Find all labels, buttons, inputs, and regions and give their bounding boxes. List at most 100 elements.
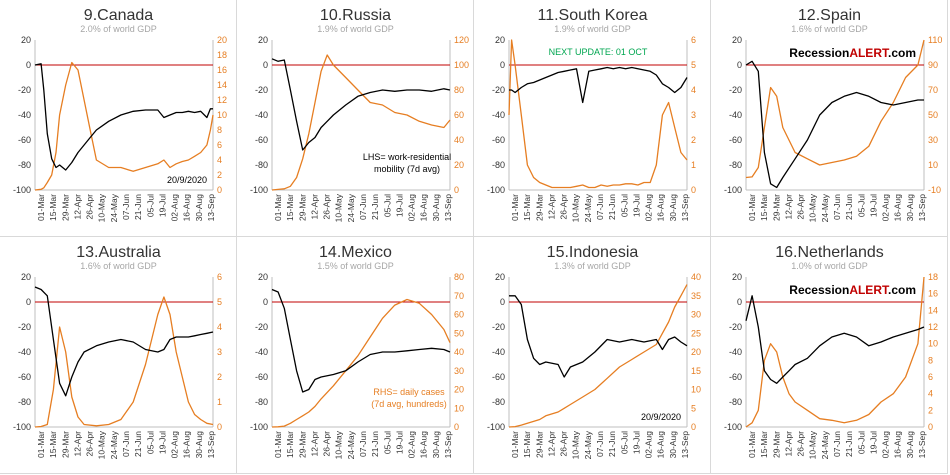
y-left-tick: -20 <box>18 322 31 332</box>
x-tick: 13-Sep <box>917 431 927 459</box>
y-left-tick: 20 <box>258 35 268 45</box>
chart-subtitle: 1.0% of world GDP <box>791 261 868 271</box>
x-tick: 29-Mar <box>297 431 307 458</box>
x-tick: 24-May <box>109 430 119 459</box>
y-left-tick: -40 <box>729 110 742 120</box>
x-tick: 05-Jul <box>619 194 629 217</box>
y-right-tick: 14 <box>217 80 227 90</box>
y-right-tick: 4 <box>691 85 696 95</box>
y-right-tick: 25 <box>691 328 701 338</box>
lhs-series-line <box>34 286 214 397</box>
y-right-tick: 80 <box>454 85 464 95</box>
y-right-tick: 90 <box>928 60 938 70</box>
x-tick: 16-Aug <box>656 194 666 222</box>
x-tick: 12-Apr <box>546 431 556 457</box>
x-tick: 21-Jun <box>844 431 854 457</box>
x-tick: 07-Jun <box>595 431 605 457</box>
y-right-tick: 5 <box>691 403 696 413</box>
chart-annotation: LHS= work-residential <box>363 152 451 162</box>
x-tick: 26-Apr <box>559 194 569 220</box>
y-right-tick: 6 <box>217 272 222 282</box>
x-tick: 01-Mar <box>36 194 46 221</box>
y-left-tick: -100 <box>250 422 268 432</box>
x-tick: 02-Aug <box>644 194 654 222</box>
x-tick: 10-May <box>571 193 581 222</box>
x-tick: 16-Aug <box>182 194 192 222</box>
x-tick: 16-Aug <box>656 431 666 459</box>
x-tick: 10-May <box>334 430 344 459</box>
rhs-series-line <box>271 54 451 191</box>
y-right-tick: 0 <box>928 422 933 432</box>
chart-title: 9.Canada <box>84 7 153 24</box>
y-right-tick: 0 <box>217 185 222 195</box>
y-left-tick: 20 <box>732 272 742 282</box>
x-tick: 30-Aug <box>905 194 915 222</box>
x-tick: 15-Mar <box>48 431 58 458</box>
y-left-tick: 20 <box>258 272 268 282</box>
y-left-tick: 0 <box>263 297 268 307</box>
x-tick: 01-Mar <box>747 431 757 458</box>
y-right-tick: 18 <box>928 272 938 282</box>
x-tick: 10-May <box>97 430 107 459</box>
y-left-tick: 20 <box>21 272 31 282</box>
chart-title: 10.Russia <box>320 7 391 24</box>
x-tick: 01-Mar <box>273 431 283 458</box>
x-tick: 26-Apr <box>559 431 569 457</box>
y-left-tick: -100 <box>13 185 31 195</box>
y-right-tick: 100 <box>454 60 469 70</box>
lhs-series-line <box>271 288 451 393</box>
x-tick: 05-Jul <box>145 431 155 454</box>
y-right-tick: 6 <box>691 35 696 45</box>
chart-subtitle: 1.6% of world GDP <box>80 261 157 271</box>
x-tick: 19-Jul <box>394 431 404 454</box>
x-tick: 30-Aug <box>431 194 441 222</box>
x-tick: 24-May <box>109 193 119 222</box>
x-tick: 26-Apr <box>85 431 95 457</box>
chart-annotation: 20/9/2020 <box>167 175 207 185</box>
x-tick: 05-Jul <box>145 194 155 217</box>
x-tick: 12-Apr <box>546 194 556 220</box>
y-right-tick: 0 <box>454 185 459 195</box>
y-right-tick: 20 <box>454 385 464 395</box>
x-tick: 24-May <box>346 430 356 459</box>
chart-annotation: mobility (7d avg) <box>374 164 440 174</box>
y-left-tick: -40 <box>18 347 31 357</box>
x-tick: 13-Sep <box>443 194 453 222</box>
y-left-tick: -60 <box>492 135 505 145</box>
x-tick: 24-May <box>583 193 593 222</box>
y-right-tick: 5 <box>217 297 222 307</box>
chart-annotation: RHS= daily cases <box>373 387 445 397</box>
y-right-tick: 6 <box>217 140 222 150</box>
x-tick: 29-Mar <box>297 194 307 221</box>
y-left-tick: -60 <box>18 135 31 145</box>
y-right-tick: 30 <box>691 310 701 320</box>
x-tick: 05-Jul <box>619 431 629 454</box>
y-right-tick: 4 <box>928 389 933 399</box>
y-left-tick: -40 <box>255 347 268 357</box>
x-tick: 02-Aug <box>170 431 180 459</box>
y-right-tick: 70 <box>928 85 938 95</box>
lhs-series-line <box>745 60 924 189</box>
y-right-tick: 40 <box>691 272 701 282</box>
y-left-tick: -20 <box>492 85 505 95</box>
y-left-tick: -80 <box>255 397 268 407</box>
y-left-tick: 20 <box>732 35 742 45</box>
x-tick: 07-Jun <box>832 431 842 457</box>
y-left-tick: -20 <box>729 322 742 332</box>
x-tick: 21-Jun <box>370 194 380 220</box>
y-right-tick: 12 <box>217 95 227 105</box>
x-tick: 24-May <box>583 430 593 459</box>
y-left-tick: -60 <box>18 372 31 382</box>
y-left-tick: 20 <box>495 35 505 45</box>
y-left-tick: -80 <box>255 160 268 170</box>
y-right-tick: 50 <box>454 328 464 338</box>
chart-panel-6: 14.Mexico 1.5% of world GDP 20 0 -20 -40 -60 -8… <box>237 237 474 474</box>
x-tick: 19-Jul <box>868 431 878 454</box>
x-tick: 16-Aug <box>182 431 192 459</box>
x-tick: 07-Jun <box>595 194 605 220</box>
x-tick: 01-Mar <box>510 431 520 458</box>
y-left-tick: 0 <box>737 60 742 70</box>
y-left-tick: -60 <box>729 372 742 382</box>
